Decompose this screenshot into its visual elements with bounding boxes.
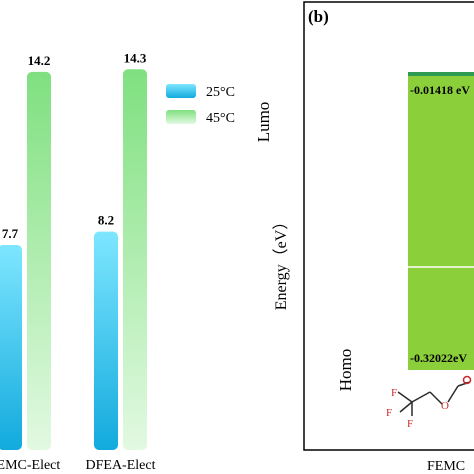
- bar-femc-elect-series-1: [27, 71, 51, 451]
- panel-b-energy-chart: (b) Energy（eV） Lumo Homo -0.01418 eV -0.…: [254, 1, 474, 474]
- homo-label: Homo: [336, 349, 355, 392]
- lumo-label: Lumo: [254, 102, 273, 143]
- x-category-label-femc-elect: FEMC-Elect: [0, 458, 60, 473]
- bar-femc-elect-series-0: [0, 244, 22, 450]
- legend-label-series-1: 45°C: [206, 111, 235, 126]
- panel-b-frame: [303, 1, 474, 451]
- x-category-label-femc: FEMC: [427, 459, 465, 474]
- lumo-value-label: -0.01418 eV: [410, 83, 470, 97]
- energy-bar-top-edge: [408, 72, 474, 76]
- femc-molecule-structure: [397, 375, 472, 416]
- data-label-femc-elect-series-0: 7.7: [2, 226, 19, 241]
- bar-dfea-elect-series-1: [123, 69, 147, 450]
- homo-value-label: -0.32022eV: [410, 351, 467, 365]
- atom-f-1: F: [391, 387, 397, 399]
- legend-swatch-series-1: [166, 110, 196, 124]
- legend-swatch-series-0: [166, 84, 196, 98]
- data-label-femc-elect-series-1: 14.2: [28, 53, 51, 68]
- panel-a-bar-chart: 7.7 14.2 FEMC-Elect 8.2 14.3 DFEA-Elect 25°C 45…: [0, 50, 235, 473]
- data-label-dfea-elect-series-1: 14.3: [124, 50, 147, 65]
- atom-o: O: [441, 400, 449, 412]
- x-category-label-dfea-elect: DFEA-Elect: [86, 458, 156, 473]
- data-label-dfea-elect-series-0: 8.2: [98, 213, 114, 228]
- bar-dfea-elect-series-0: [94, 231, 118, 450]
- atom-f-3: F: [407, 418, 413, 430]
- panel-b-label: (b): [308, 7, 329, 26]
- atom-f-2: F: [386, 407, 392, 419]
- energy-gap-bar: [408, 75, 474, 370]
- legend-label-series-0: 25°C: [206, 85, 235, 100]
- y-axis-label: Energy（eV）: [272, 214, 290, 311]
